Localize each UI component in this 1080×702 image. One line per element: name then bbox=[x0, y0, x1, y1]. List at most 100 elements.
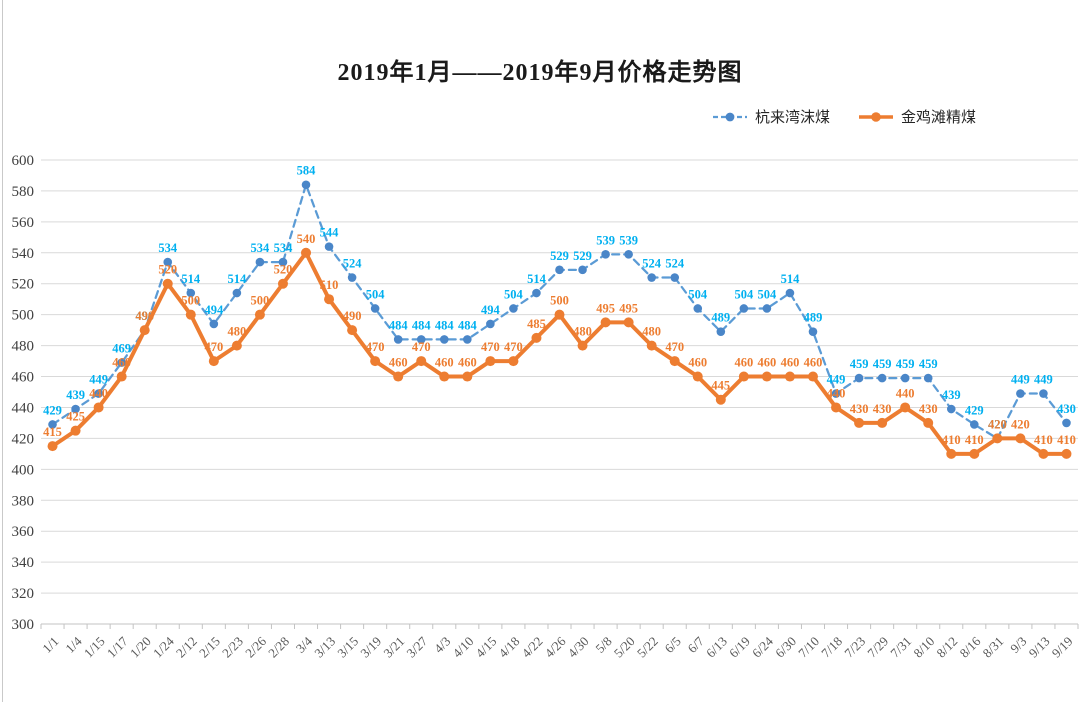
data-point bbox=[692, 371, 703, 382]
data-point bbox=[693, 304, 703, 313]
x-axis-tick-label: 2/26 bbox=[242, 633, 269, 660]
data-point bbox=[485, 356, 496, 367]
series-markers bbox=[47, 247, 1072, 459]
data-point bbox=[762, 304, 772, 313]
x-axis-tick-label: 9/13 bbox=[1026, 634, 1053, 661]
data-label: 514 bbox=[181, 272, 201, 286]
data-label: 410 bbox=[965, 433, 984, 447]
data-label: 460 bbox=[781, 356, 800, 370]
data-point bbox=[946, 404, 956, 414]
y-axis-labels: 300 320 340 360 380 400 420 440 460 480 500 520 540 5… bbox=[12, 153, 35, 633]
data-label: 544 bbox=[320, 226, 340, 240]
x-axis-tick-label: 2/12 bbox=[173, 634, 200, 661]
data-label: 534 bbox=[251, 241, 271, 255]
x-axis-tick-label: 7/31 bbox=[887, 634, 914, 661]
x-axis-tick-label: 5/22 bbox=[634, 634, 661, 661]
data-label: 410 bbox=[1057, 433, 1076, 447]
data-point bbox=[416, 356, 427, 367]
data-label: 500 bbox=[181, 294, 200, 308]
legend-item-jinjitan-coal[interactable]: 金鸡滩精煤 bbox=[858, 106, 976, 127]
x-axis-tick-label: 4/10 bbox=[449, 634, 476, 661]
data-point bbox=[738, 371, 749, 382]
data-label: 510 bbox=[320, 278, 339, 292]
data-point bbox=[761, 371, 772, 382]
data-label: 484 bbox=[435, 318, 455, 332]
data-label: 504 bbox=[688, 287, 708, 301]
data-point bbox=[94, 389, 103, 398]
x-axis-tick-label: 1/4 bbox=[62, 633, 85, 656]
x-axis-tick-label: 4/22 bbox=[519, 634, 546, 661]
data-label: 495 bbox=[596, 301, 615, 315]
data-label: 485 bbox=[527, 317, 546, 331]
gridlines bbox=[41, 159, 1078, 625]
data-label: 430 bbox=[850, 402, 869, 416]
data-point bbox=[739, 304, 749, 313]
data-point bbox=[463, 335, 472, 344]
data-label: 430 bbox=[1057, 402, 1076, 416]
data-label: 520 bbox=[274, 263, 293, 277]
data-label: 460 bbox=[112, 356, 131, 370]
legend-item-hanglaiwan-coal[interactable]: 杭来湾沫煤 bbox=[712, 106, 830, 127]
data-label: 480 bbox=[642, 325, 661, 339]
data-label: 489 bbox=[711, 311, 730, 325]
data-point bbox=[578, 265, 587, 275]
data-point bbox=[1062, 418, 1071, 428]
x-axis-tick-label: 3/4 bbox=[293, 633, 316, 656]
data-point bbox=[969, 448, 980, 459]
data-label: 484 bbox=[389, 318, 409, 332]
data-point bbox=[623, 317, 634, 328]
x-axis-ticks bbox=[40, 624, 1079, 629]
data-point bbox=[439, 371, 450, 382]
data-label: 520 bbox=[158, 263, 177, 277]
data-label: 445 bbox=[711, 379, 730, 393]
x-axis-tick-label: 3/27 bbox=[403, 633, 430, 660]
data-label: 430 bbox=[873, 402, 892, 416]
data-point bbox=[324, 242, 334, 251]
x-axis-tick-label: 2/15 bbox=[196, 634, 223, 661]
data-label: 490 bbox=[135, 309, 154, 323]
data-point bbox=[923, 373, 933, 383]
data-label: 470 bbox=[412, 340, 431, 354]
data-point bbox=[900, 402, 911, 413]
data-label: 495 bbox=[619, 301, 638, 315]
x-axis-tick-label: 3/19 bbox=[357, 634, 384, 661]
data-label: 540 bbox=[297, 232, 316, 246]
data-point bbox=[600, 317, 611, 328]
data-point bbox=[1039, 389, 1048, 398]
x-axis-tick-label: 7/23 bbox=[841, 634, 868, 661]
data-point bbox=[624, 250, 633, 259]
y-axis-tick-label: 580 bbox=[12, 184, 35, 200]
data-label: 484 bbox=[458, 318, 478, 332]
data-point bbox=[370, 304, 380, 313]
data-point bbox=[232, 288, 242, 298]
data-label: 449 bbox=[89, 373, 108, 387]
data-point bbox=[807, 371, 818, 382]
data-point bbox=[716, 327, 726, 336]
x-axis-tick-label: 1/24 bbox=[150, 633, 177, 660]
data-label: 459 bbox=[919, 357, 938, 371]
data-point bbox=[231, 340, 242, 351]
data-label: 460 bbox=[435, 356, 454, 370]
data-point bbox=[439, 335, 449, 344]
x-axis-tick-label: 9/19 bbox=[1049, 634, 1076, 661]
data-label: 459 bbox=[850, 357, 869, 371]
data-label: 449 bbox=[1011, 373, 1030, 387]
data-label: 504 bbox=[734, 287, 754, 301]
data-label: 504 bbox=[366, 287, 386, 301]
data-point bbox=[555, 265, 564, 275]
solid-line-series-marker-icon bbox=[858, 111, 893, 122]
data-point bbox=[531, 332, 542, 343]
y-axis-tick-label: 520 bbox=[12, 277, 35, 293]
data-point bbox=[970, 420, 979, 429]
data-point bbox=[162, 278, 173, 289]
data-point bbox=[784, 371, 795, 382]
data-label: 415 bbox=[43, 425, 62, 439]
data-label: 504 bbox=[758, 287, 778, 301]
y-axis-tick-label: 400 bbox=[12, 462, 35, 478]
data-point bbox=[116, 371, 127, 382]
x-axis-tick-label: 9/3 bbox=[1007, 634, 1029, 656]
